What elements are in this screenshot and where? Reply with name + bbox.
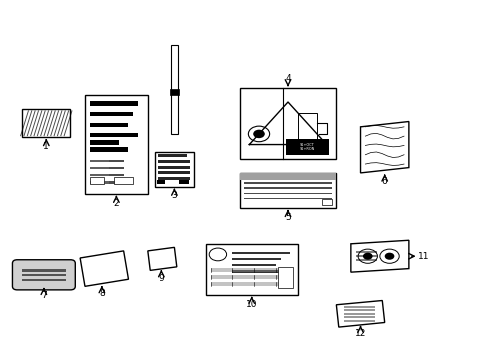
Bar — [239, 173, 336, 208]
Bar — [343, 313, 374, 315]
Bar — [278, 267, 292, 288]
Bar — [170, 45, 178, 134]
Bar — [90, 101, 138, 105]
Bar — [285, 139, 328, 155]
Bar — [90, 112, 133, 116]
Bar — [239, 173, 336, 180]
Bar — [232, 258, 280, 260]
Text: 3: 3 — [171, 192, 177, 201]
Bar — [210, 275, 292, 279]
Bar — [90, 174, 123, 176]
Bar — [22, 109, 70, 138]
Bar — [90, 174, 109, 176]
Circle shape — [209, 248, 226, 261]
Bar — [85, 95, 147, 194]
Circle shape — [253, 130, 264, 138]
Bar — [90, 123, 128, 127]
Bar — [90, 133, 138, 138]
Bar — [90, 147, 128, 152]
Circle shape — [248, 126, 269, 142]
Bar — [90, 160, 123, 162]
Text: 7: 7 — [41, 291, 47, 300]
Bar — [114, 177, 133, 184]
Bar — [244, 182, 331, 184]
Polygon shape — [336, 301, 384, 327]
Bar — [343, 320, 374, 322]
Bar — [158, 177, 189, 180]
Bar — [239, 88, 336, 159]
Bar — [22, 274, 65, 276]
Bar — [179, 180, 188, 184]
Bar — [232, 264, 275, 266]
Polygon shape — [350, 240, 408, 272]
Text: 5: 5 — [285, 213, 290, 222]
Text: 10: 10 — [245, 300, 257, 309]
Bar — [244, 198, 331, 199]
Text: 91+OCT
91+RON: 91+OCT 91+RON — [299, 143, 314, 151]
Bar — [232, 252, 290, 255]
Polygon shape — [147, 247, 177, 270]
Text: 11: 11 — [417, 252, 428, 261]
Text: 1: 1 — [43, 142, 49, 151]
Bar — [158, 160, 189, 163]
Bar — [158, 154, 187, 157]
Circle shape — [384, 253, 393, 260]
Text: 9: 9 — [158, 274, 164, 283]
Circle shape — [379, 249, 398, 263]
Bar — [22, 269, 65, 272]
Text: 2: 2 — [113, 198, 119, 207]
Bar — [355, 255, 377, 257]
Circle shape — [362, 253, 372, 260]
Bar — [155, 152, 193, 187]
Text: 6: 6 — [381, 177, 387, 186]
Bar — [158, 166, 189, 168]
Bar — [90, 181, 123, 184]
Bar — [343, 309, 374, 311]
Bar — [205, 244, 297, 295]
Bar — [244, 193, 331, 194]
FancyBboxPatch shape — [12, 260, 75, 290]
Bar — [232, 270, 285, 273]
Bar — [321, 199, 331, 205]
Bar — [210, 267, 292, 272]
Bar — [22, 279, 65, 281]
Bar — [355, 251, 377, 253]
Text: 8: 8 — [99, 289, 104, 298]
Bar — [244, 188, 331, 189]
Bar — [158, 171, 189, 174]
Bar — [297, 113, 316, 141]
Bar — [90, 167, 123, 169]
Bar — [210, 282, 292, 286]
Bar — [90, 160, 109, 162]
Polygon shape — [360, 122, 408, 173]
Circle shape — [357, 249, 377, 263]
Bar — [355, 260, 377, 261]
Bar — [90, 177, 104, 184]
Text: 4: 4 — [285, 75, 290, 84]
Bar — [343, 306, 374, 307]
Bar — [343, 316, 374, 318]
Bar — [90, 181, 109, 184]
Polygon shape — [80, 251, 128, 286]
Bar — [169, 89, 179, 95]
Bar — [90, 140, 119, 145]
Bar — [157, 180, 164, 184]
Bar — [90, 167, 109, 169]
Text: 12: 12 — [354, 329, 366, 338]
